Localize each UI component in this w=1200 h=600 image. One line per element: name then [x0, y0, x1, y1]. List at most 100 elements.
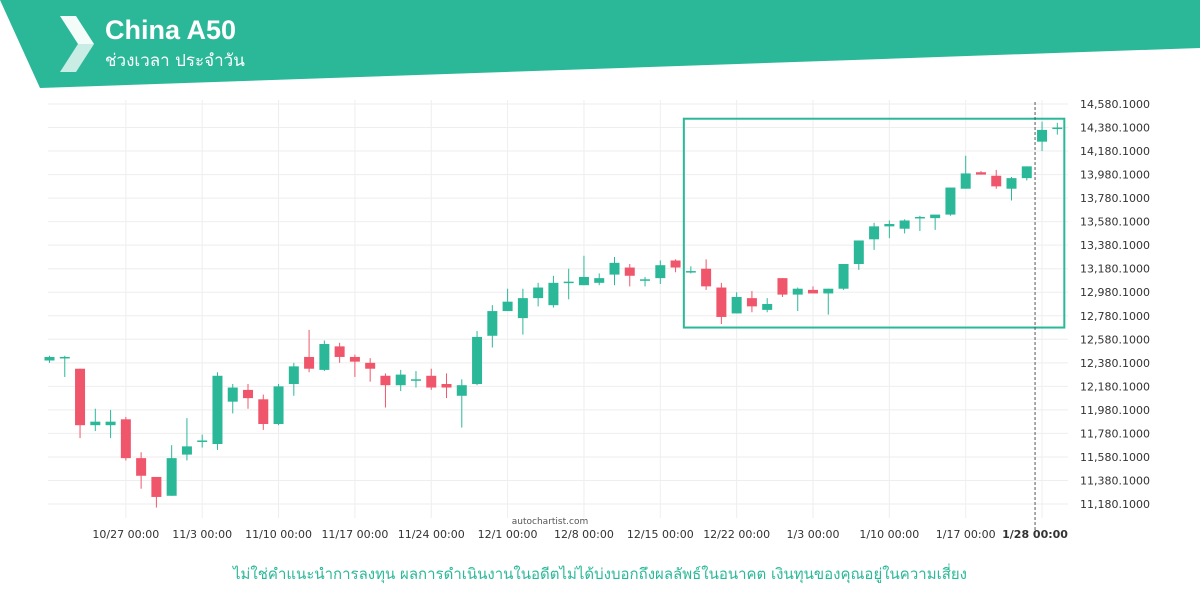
candle-up: [212, 372, 223, 450]
candle-body: [349, 356, 360, 362]
candle-up: [472, 331, 483, 386]
candle-body: [670, 260, 681, 268]
candle-up: [533, 282, 544, 307]
y-tick-label: 11,180.1000: [1080, 498, 1150, 511]
y-tick-label: 11,980.1000: [1080, 404, 1150, 417]
candle-down: [716, 282, 727, 325]
candle-body: [273, 386, 284, 425]
candle-up: [762, 298, 773, 313]
candle-body: [731, 296, 742, 314]
candle-body: [456, 385, 467, 396]
candle-up: [1052, 122, 1063, 135]
candle-up: [884, 220, 895, 239]
candle-body: [212, 375, 223, 445]
candle-down: [380, 373, 391, 408]
y-tick-label: 13,380.1000: [1080, 239, 1150, 252]
candle-body: [991, 175, 1002, 187]
y-tick-label: 14,180.1000: [1080, 145, 1150, 158]
candle-up: [197, 434, 208, 448]
candle-body: [762, 304, 773, 310]
candle-body: [578, 276, 589, 286]
candle-body: [166, 458, 177, 496]
candle-body: [426, 375, 437, 388]
candle-down: [243, 384, 254, 409]
candle-up: [44, 355, 55, 363]
candle-up: [792, 287, 803, 312]
candle-body: [960, 173, 971, 189]
candle-up: [1006, 176, 1017, 201]
candle-up: [456, 379, 467, 428]
candle-up: [578, 255, 589, 286]
candle-body: [777, 278, 788, 295]
y-tick-label: 12,180.1000: [1080, 380, 1150, 393]
candle-up: [853, 240, 864, 270]
candle-body: [685, 271, 696, 273]
candles: [44, 121, 1063, 508]
candle-body: [334, 346, 345, 357]
candle-body: [227, 387, 238, 402]
candle-up: [166, 445, 177, 496]
candle-up: [1037, 121, 1048, 152]
candle-body: [258, 399, 269, 425]
x-tick-label: 12/15 00:00: [627, 528, 694, 541]
candle-down: [624, 264, 635, 287]
timeframe-subtitle: ช่วงเวลา ประจำวัน: [105, 51, 245, 71]
y-tick-label: 11,380.1000: [1080, 474, 1150, 487]
candle-body: [90, 421, 101, 426]
candle-body: [930, 214, 941, 219]
candle-up: [288, 362, 299, 396]
x-tick-label: 1/28 00:00: [1002, 528, 1068, 541]
candle-body: [808, 289, 818, 294]
y-tick-label: 11,780.1000: [1080, 427, 1150, 440]
candle-down: [120, 416, 131, 461]
candle-up: [517, 288, 528, 335]
candle-body: [181, 446, 192, 455]
candle-body: [899, 220, 910, 229]
candle-body: [517, 298, 528, 319]
candle-down: [441, 373, 452, 399]
candle-body: [640, 279, 651, 281]
candle-down: [746, 291, 757, 313]
candle-up: [410, 371, 421, 388]
candle-body: [105, 421, 116, 426]
x-tick-label: 11/3 00:00: [172, 528, 232, 541]
candle-body: [884, 224, 895, 227]
candle-up: [823, 288, 834, 315]
y-tick-label: 13,980.1000: [1080, 169, 1150, 182]
candle-body: [548, 282, 559, 306]
y-tick-label: 13,780.1000: [1080, 192, 1150, 205]
candle-body: [594, 278, 605, 283]
candle-up: [655, 260, 666, 285]
x-tick-label: 11/10 00:00: [245, 528, 312, 541]
candle-body: [1021, 166, 1032, 179]
candle-body: [746, 298, 757, 307]
candle-body: [410, 379, 421, 381]
candle-up: [731, 292, 742, 314]
candle-up: [1021, 166, 1032, 181]
candle-body: [487, 311, 498, 336]
x-axis-ticks: 10/27 00:00 11/3 00:00 11/10 00:00 11/17 00…: [92, 528, 1068, 541]
y-tick-label: 13,580.1000: [1080, 216, 1150, 229]
candle-body: [75, 368, 86, 426]
candle-up: [594, 273, 605, 286]
candle-down: [334, 342, 345, 363]
candle-up: [273, 384, 284, 426]
candle-up: [502, 288, 513, 312]
candle-body: [655, 265, 666, 279]
candle-down: [975, 171, 986, 175]
x-tick-label: 12/1 00:00: [478, 528, 538, 541]
candle-body: [869, 226, 880, 240]
candle-body: [197, 440, 208, 442]
candle-down: [304, 329, 315, 373]
candle-down: [426, 368, 437, 390]
candle-body: [624, 267, 635, 276]
candle-body: [304, 356, 315, 369]
candle-body: [533, 287, 544, 299]
candle-down: [258, 394, 269, 430]
pattern-box: [682, 117, 1066, 329]
candle-body: [792, 288, 803, 295]
candle-down: [75, 368, 86, 439]
candle-body: [120, 419, 131, 459]
candle-down: [670, 259, 681, 273]
candle-up: [899, 219, 910, 234]
